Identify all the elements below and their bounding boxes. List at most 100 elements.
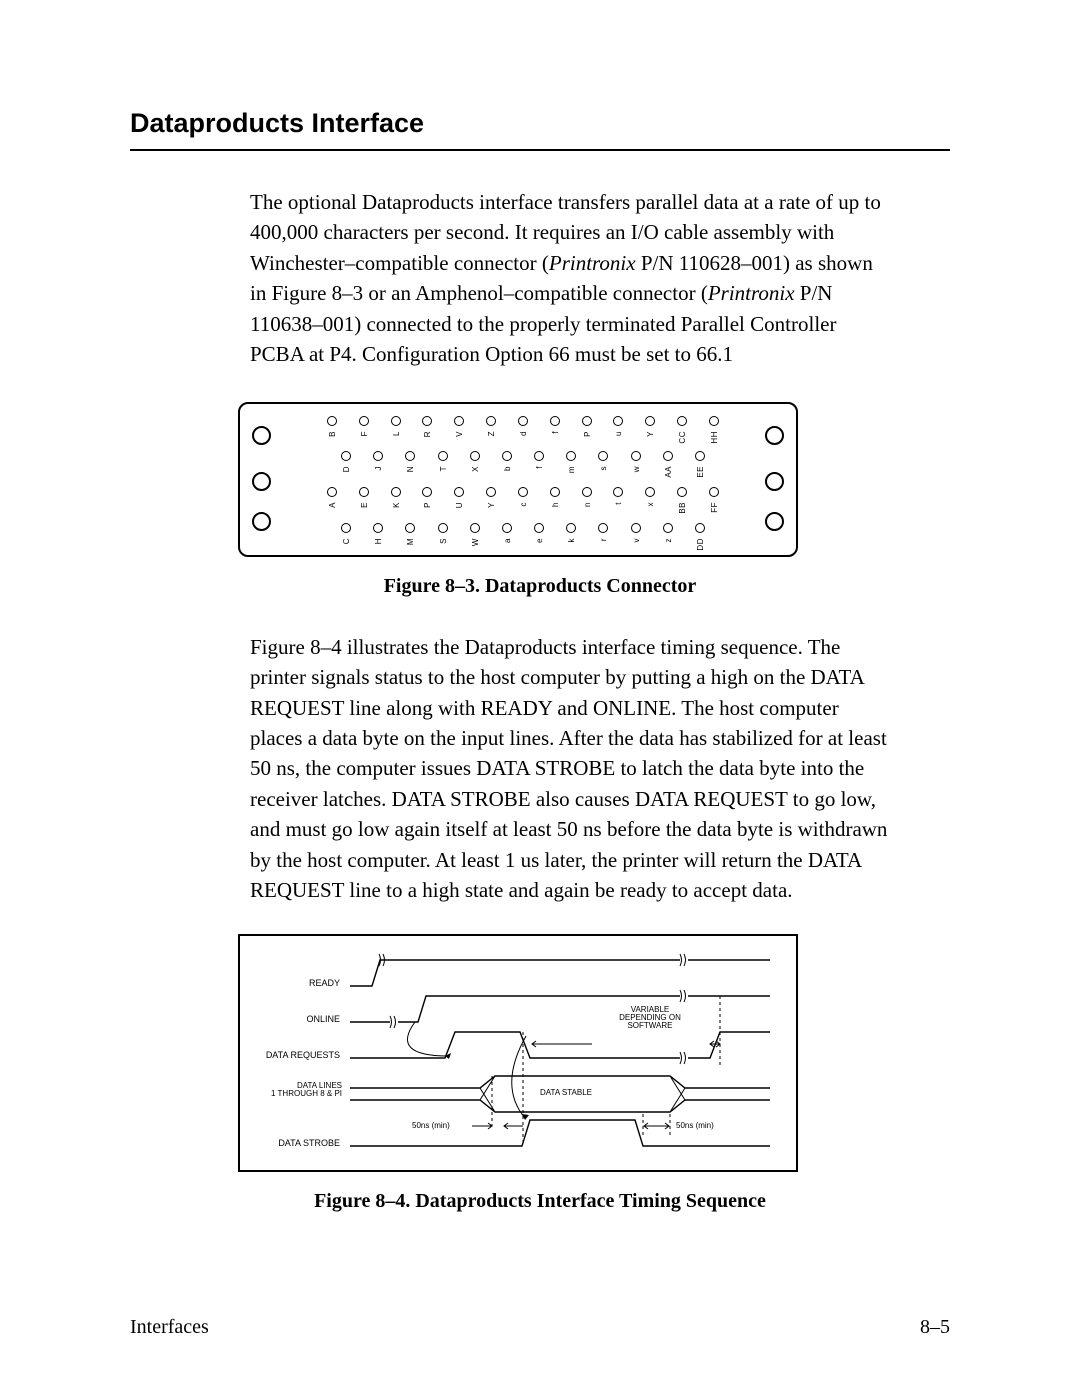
pin-row: CHMSWaekrvzDD: [322, 523, 724, 543]
pin-hole-icon: [502, 523, 512, 533]
pin-label: HH: [709, 431, 718, 444]
connector-pin: k: [561, 523, 581, 543]
connector-pin: V: [449, 416, 469, 436]
pin-label: BB: [678, 502, 687, 514]
pin-hole-icon: [470, 523, 480, 533]
footer-right: 8–5: [920, 1316, 950, 1339]
pin-hole-icon: [598, 523, 608, 533]
pin-label: B: [328, 431, 337, 437]
pin-label: L: [391, 431, 400, 436]
pin-label: U: [455, 502, 464, 508]
pin-rows: BFLRVZdfPuYCCHHDJNTXbfmswAAEEAEKPUYchntx…: [322, 416, 724, 543]
connector-pin: A: [322, 487, 342, 507]
pin-hole-icon: [341, 451, 351, 461]
pin-label: t: [614, 502, 623, 505]
pin-hole-icon: [359, 416, 369, 426]
pin-hole-icon: [613, 487, 623, 497]
pin-hole-icon: [582, 487, 592, 497]
fifty-ns-left: 50ns (min): [412, 1122, 450, 1130]
p1i2: Printronix: [708, 281, 795, 305]
connector-pin: M: [400, 523, 420, 543]
pin-hole-icon: [438, 523, 448, 533]
pin-label: P: [423, 502, 432, 508]
pin-hole-icon: [677, 487, 687, 497]
connector-pin: F: [354, 416, 374, 436]
variable-text: VARIABLE DEPENDING ON SOFTWARE: [600, 1006, 700, 1031]
connector-pin: J: [368, 451, 388, 471]
pin-row: AEKPUYchntxBBFF: [322, 487, 724, 507]
section-rule: [130, 149, 950, 151]
pin-hole-icon: [422, 487, 432, 497]
connector-pin: s: [593, 451, 613, 471]
pin-hole-icon: [631, 451, 641, 461]
connector-pin: c: [513, 487, 533, 507]
pin-label: S: [438, 538, 447, 544]
connector-pin: EE: [690, 451, 710, 471]
pin-label: k: [567, 538, 576, 543]
pin-label: w: [631, 466, 640, 472]
mount-hole-icon: [765, 426, 784, 445]
connector-pin: AA: [658, 451, 678, 471]
mount-hole-icon: [765, 512, 784, 531]
connector-pin: U: [449, 487, 469, 507]
pin-label: M: [406, 538, 415, 545]
pin-hole-icon: [534, 523, 544, 533]
connector-pin: HH: [704, 416, 724, 436]
pin-hole-icon: [550, 487, 560, 497]
connector-pin: FF: [704, 487, 724, 507]
intro-paragraph: The optional Dataproducts interface tran…: [250, 187, 890, 370]
pin-hole-icon: [677, 416, 687, 426]
pin-label: EE: [695, 466, 704, 478]
connector-pin: K: [386, 487, 406, 507]
connector-pin: Y: [640, 416, 660, 436]
mount-hole-icon: [765, 472, 784, 491]
document-page: Dataproducts Interface The optional Data…: [0, 0, 1080, 1397]
pin-hole-icon: [645, 416, 655, 426]
connector-pin: Z: [481, 416, 501, 436]
pin-hole-icon: [695, 451, 705, 461]
pin-label: n: [582, 502, 591, 507]
pin-hole-icon: [373, 451, 383, 461]
signal-label-data-requests: DATA REQUESTS: [250, 1050, 340, 1060]
pin-hole-icon: [663, 451, 673, 461]
timing-diagram: READY ONLINE DATA REQUESTS DATA LINES 1 …: [238, 934, 798, 1172]
pin-hole-icon: [582, 416, 592, 426]
pin-row: DJNTXbfmswAAEE: [322, 451, 724, 471]
connector-pin: B: [322, 416, 342, 436]
pin-label: b: [502, 466, 511, 471]
pin-hole-icon: [663, 523, 673, 533]
connector-pin: DD: [690, 523, 710, 543]
pin-hole-icon: [709, 416, 719, 426]
timing-paragraph: Figure 8–4 illustrates the Dataproducts …: [250, 632, 890, 906]
pin-hole-icon: [645, 487, 655, 497]
pin-label: R: [423, 431, 432, 437]
pin-label: Y: [646, 431, 655, 437]
pin-label: V: [455, 431, 464, 437]
pin-label: v: [631, 538, 640, 543]
pin-hole-icon: [566, 523, 576, 533]
pin-label: X: [470, 466, 479, 472]
pin-label: Z: [487, 431, 496, 436]
pin-label: a: [502, 538, 511, 543]
pin-hole-icon: [486, 487, 496, 497]
figure-8-3: BFLRVZdfPuYCCHHDJNTXbfmswAAEEAEKPUYchntx…: [238, 402, 798, 557]
pin-label: F: [359, 431, 368, 436]
connector-outline: BFLRVZdfPuYCCHHDJNTXbfmswAAEEAEKPUYchntx…: [238, 402, 798, 557]
pin-hole-icon: [518, 416, 528, 426]
connector-pin: P: [417, 487, 437, 507]
pin-label: z: [663, 538, 672, 543]
pin-label: s: [599, 466, 608, 471]
pin-hole-icon: [598, 451, 608, 461]
pin-label: m: [567, 466, 576, 473]
pin-label: h: [550, 502, 559, 507]
connector-pin: u: [608, 416, 628, 436]
pin-label: N: [406, 466, 415, 472]
p1i1: Printronix: [549, 251, 636, 275]
pin-label: Y: [487, 502, 496, 508]
pin-hole-icon: [405, 523, 415, 533]
pin-hole-icon: [470, 451, 480, 461]
signal-label-ready: READY: [250, 978, 340, 988]
pin-label: u: [614, 431, 623, 436]
pin-hole-icon: [631, 523, 641, 533]
connector-pin: f: [529, 451, 549, 471]
